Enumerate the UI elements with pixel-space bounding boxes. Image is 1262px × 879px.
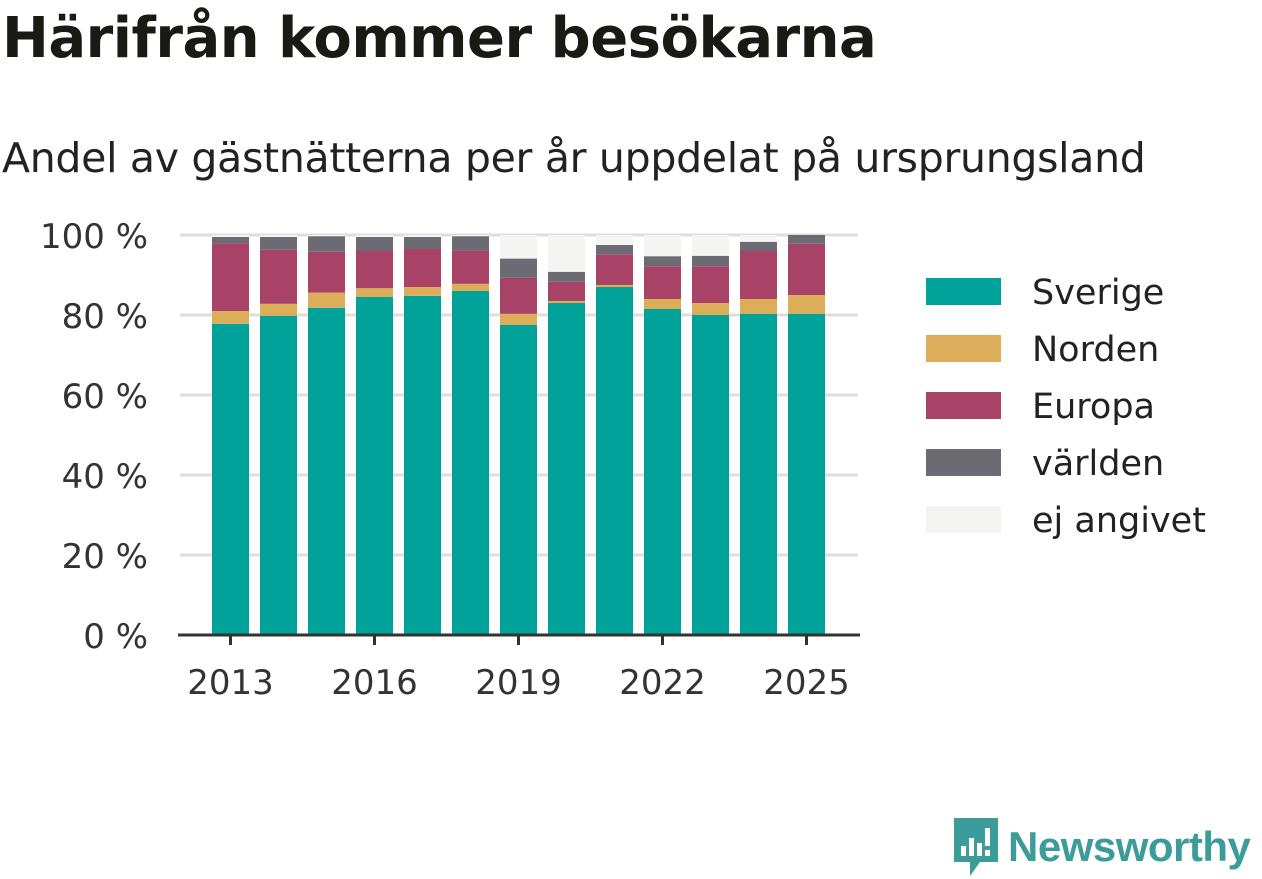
bar-segment-sverige [212,323,249,635]
bar-segment-norden [740,299,777,314]
bar-segment-ej_angivet [500,235,537,259]
y-tick-label: 40 % [62,457,148,497]
bar-segment-varlden [212,237,249,244]
bar-segment-sverige [452,291,489,635]
bar-segment-ej_angivet [740,235,777,242]
bar-segment-sverige [740,313,777,635]
bar-segment-sverige [788,313,825,635]
bar-segment-norden [452,283,489,291]
bar-segment-norden [788,295,825,314]
x-tick-label: 2016 [331,663,418,703]
bar-segment-europa [212,243,249,311]
bar-segment-varlden [596,245,633,255]
legend-label: världen [1032,444,1164,484]
bar-segment-europa [356,251,393,289]
bar-segment-sverige [308,307,345,635]
bars [212,235,825,635]
bar-segment-europa [500,277,537,314]
bar-segment-europa [644,266,681,299]
bar-segment-norden [596,285,633,287]
bar-segment-varlden [788,235,825,244]
legend-swatch-europa [926,392,1001,419]
bar-segment-norden [356,288,393,297]
bar-segment-norden [260,303,297,316]
x-tick-label: 2022 [619,663,706,703]
bar-segment-ej_angivet [260,235,297,237]
bar-segment-europa [404,249,441,287]
bar-segment-sverige [548,303,585,635]
legend-swatch-varlden [926,449,1001,476]
bar-segment-europa [308,251,345,293]
bar-segment-sverige [404,295,441,635]
bar-segment-ej_angivet [404,235,441,237]
newsworthy-logo: Newsworthy [950,816,1251,878]
bar-segment-varlden [452,236,489,251]
bar-segment-sverige [356,297,393,635]
y-tick-label: 0 % [83,617,148,657]
bar-segment-varlden [548,271,585,282]
bar-segment-sverige [644,309,681,635]
bar-segment-norden [500,313,537,325]
legend: Sverige Norden Europa världen ej angivet [926,273,1206,541]
bar-segment-norden [212,311,249,324]
x-tick-label: 2013 [187,663,274,703]
bar-segment-varlden [260,237,297,250]
bar-segment-ej_angivet [548,235,585,272]
bar-segment-ej_angivet [692,235,729,256]
y-tick-label: 60 % [62,377,148,417]
bar-segment-europa [596,254,633,285]
bar-segment-europa [692,266,729,303]
bar-segment-varlden [404,237,441,249]
bar-segment-ej_angivet [452,235,489,237]
bar-segment-ej_angivet [308,235,345,237]
bar-segment-sverige [260,315,297,635]
bar-segment-ej_angivet [212,235,249,237]
bar-segment-varlden [740,241,777,251]
legend-swatch-norden [926,335,1001,362]
legend-label: Norden [1032,330,1159,370]
axes: 0 % 20 % 40 % 60 % 80 % 100 % 2013 2016 2019 2022… [40,217,860,703]
bar-segment-europa [260,249,297,304]
bar-segment-norden [548,301,585,303]
x-tick-label: 2025 [763,663,850,703]
chart-title: Härifrån kommer besökarna [2,6,877,71]
bar-segment-norden [692,303,729,315]
brand-name: Newsworthy [1008,823,1251,870]
bar-segment-norden [644,299,681,309]
legend-swatch-ej_angivet [926,506,1001,533]
bar-segment-ej_angivet [356,235,393,237]
legend-label: Europa [1032,387,1155,427]
y-tick-label: 100 % [40,217,148,257]
bar-segment-europa [788,243,825,295]
legend-label: ej angivet [1032,501,1206,541]
bar-segment-sverige [500,325,537,635]
bar-segment-varlden [500,258,537,278]
bar-segment-sverige [596,287,633,635]
bar-segment-ej_angivet [596,235,633,245]
bar-segment-europa [740,251,777,299]
bar-segment-varlden [308,236,345,252]
bar-segment-europa [548,281,585,301]
y-tick-label: 80 % [62,297,148,337]
bar-segment-ej_angivet [644,235,681,257]
bar-segment-varlden [692,255,729,267]
x-tick-label: 2019 [475,663,562,703]
bar-segment-varlden [356,237,393,251]
bar-segment-norden [308,292,345,308]
y-tick-label: 20 % [62,537,148,577]
bar-segment-norden [404,287,441,296]
chart-subtitle: Andel av gästnätterna per år uppdelat på… [2,134,1146,182]
newsworthy-logo-icon [954,818,998,876]
legend-swatch-sverige [926,278,1001,305]
bar-segment-sverige [692,315,729,635]
legend-label: Sverige [1032,273,1164,313]
bar-segment-europa [452,250,489,284]
bar-segment-varlden [644,256,681,267]
